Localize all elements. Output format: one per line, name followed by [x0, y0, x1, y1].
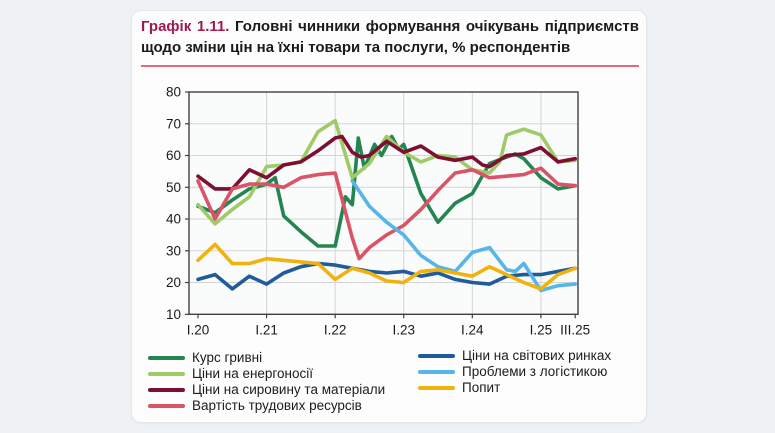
legend-line-swatch — [148, 372, 185, 376]
legend-label: Ціни на енергоносії — [192, 366, 314, 381]
legend-line-swatch — [418, 354, 455, 358]
legend-item: Ціни на світових ринках — [418, 348, 611, 364]
legend-line-swatch — [148, 404, 185, 408]
title-block: Графік 1.11. Головні чинники формування … — [141, 16, 639, 67]
legend-label: Курс гривні — [192, 350, 263, 365]
legend-item: Ціни на енергоносії — [148, 366, 313, 382]
legend-line-swatch — [418, 370, 455, 374]
legend-line-swatch — [148, 356, 185, 360]
chart-title: Графік 1.11. Головні чинники формування … — [141, 16, 639, 58]
legend-line-swatch — [418, 386, 455, 390]
chart-number: Графік 1.11. — [141, 18, 230, 35]
legend-item: Ціни на сировину та матеріали — [148, 382, 385, 398]
legend-item: Попит — [418, 380, 500, 396]
legend-label: Вартість трудових ресурсів — [192, 398, 362, 413]
legend-label: Проблеми з логістикою — [462, 364, 608, 379]
legend-item: Вартість трудових ресурсів — [148, 398, 362, 414]
legend-item: Проблеми з логістикою — [418, 364, 607, 380]
legend-item: Курс гривні — [148, 350, 262, 366]
legend-label: Ціни на світових ринках — [462, 348, 612, 363]
chart-title-text: Головні чинники формування очікувань під… — [141, 18, 639, 56]
legend-line-swatch — [148, 388, 185, 392]
legend-label: Попит — [462, 380, 501, 395]
legend-label: Ціни на сировину та матеріали — [192, 382, 386, 397]
